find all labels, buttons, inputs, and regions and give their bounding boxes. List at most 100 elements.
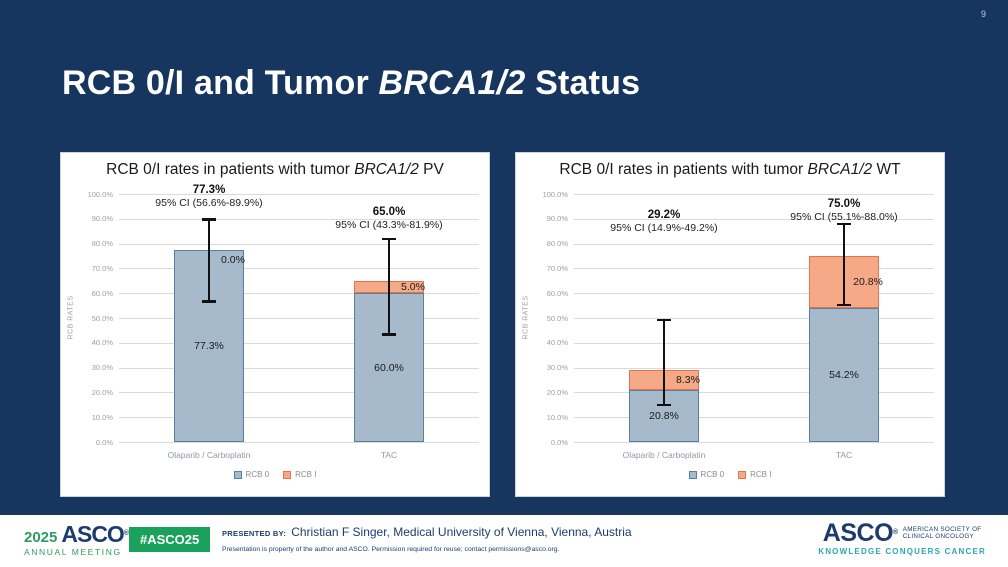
legend-label: RCB I [295,470,317,479]
bar-value-label: 8.3% [676,374,700,387]
slide-title-suffix: Status [525,64,641,102]
legend-item: RCB 0 [688,470,724,479]
chart-title-prefix: RCB 0/I rates in patients with tumor [559,161,808,178]
confidence-interval-label: 95% CI (14.9%-49.2%) [610,221,718,234]
confidence-interval-label: 95% CI (43.3%-81.9%) [335,219,443,232]
asco-society-logo: ASCO® AMERICAN SOCIETY OF CLINICAL ONCOL… [818,519,986,557]
page-number: 9 [980,9,986,19]
bar-value-label: 5.0% [401,281,425,293]
legend-label: RCB I [750,470,772,479]
gridline [119,342,479,344]
y-tick-label: 70.0% [91,263,113,273]
slide-title-gene: BRCA1/2 [378,64,526,102]
legend-label: RCB 0 [245,470,270,479]
confidence-interval-label: 95% CI (55.1%-88.0%) [790,210,898,223]
chart-title-pv: RCB 0/I rates in patients with tumor BRC… [61,161,489,179]
error-bar [388,238,390,335]
error-bar-cap [382,237,396,241]
disclaimer-text: Presentation is property of the author a… [222,546,560,553]
x-category-label: Olaparib / Carboplatin [622,450,706,460]
bar-value-label: 20.8% [853,275,883,288]
error-bar [208,219,210,302]
y-tick-label: 100.0% [87,189,113,199]
y-axis-title: RCB RATES [67,295,75,340]
meeting-org: ASCO® [61,521,129,547]
society-tagline: KNOWLEDGE CONQUERS CANCER [818,547,986,556]
gridline [119,268,479,270]
presented-by-label: PRESENTED BY: [222,529,287,538]
gridline [574,293,934,295]
error-bar-cap [837,303,851,307]
meeting-year: 2025 [24,529,58,546]
legend-swatch [688,470,697,479]
bar-value-label: 0.0% [221,254,245,267]
chart-title-gene: BRCA1/2 [807,161,873,178]
registered-mark: ® [893,529,898,536]
y-tick-label: 30.0% [91,363,113,373]
registered-mark: ® [123,530,129,537]
y-tick-label: 0.0% [95,437,113,447]
x-category-label: Olaparib / Carboplatin [167,450,251,460]
gridline [119,293,479,295]
gridline [119,442,479,443]
y-tick-label: 80.0% [91,239,113,249]
bar-value-label: 60.0% [374,361,404,374]
total-rate-label: 65.0% [372,206,406,219]
error-bar [843,223,845,306]
gridline [119,392,479,394]
y-tick-label: 70.0% [546,263,568,273]
y-tick-label: 60.0% [91,288,113,298]
error-bar [663,319,665,406]
legend-swatch [283,470,292,479]
chart-title-prefix: RCB 0/I rates in patients with tumor [106,161,355,178]
asco-annual-meeting-logo: 2025 ASCO® ANNUAL MEETING [24,521,129,558]
y-tick-label: 20.0% [546,387,568,397]
bar-segment-rcb0 [174,250,244,442]
footer: 2025 ASCO® ANNUAL MEETING #ASCO25 PRESEN… [0,515,1008,567]
x-category-label: TAC [380,450,398,460]
x-category-label: TAC [835,450,853,460]
total-rate-label: 29.2% [647,208,681,221]
total-rate-label: 77.3% [192,184,226,197]
gridline [119,318,479,319]
legend-item: RCB 0 [233,470,270,479]
meeting-subtitle: ANNUAL MEETING [24,547,122,557]
legend: RCB 0 RCB I [516,470,944,479]
chart-title-suffix: PV [418,161,444,178]
gridline [574,392,934,394]
legend-swatch [233,470,242,479]
gridline [574,442,934,443]
society-line1: AMERICAN SOCIETY OF [902,525,982,533]
error-bar-cap [202,300,216,303]
y-tick-label: 20.0% [91,387,113,397]
y-tick-label: 40.0% [546,338,568,348]
ci-annotation-block: 29.2% 95% CI (14.9%-49.2%) [564,209,764,235]
total-rate-label: 75.0% [827,197,861,210]
y-tick-label: 60.0% [546,288,568,298]
y-tick-label: 30.0% [546,363,568,373]
y-tick-label: 0.0% [550,437,568,447]
legend-swatch [738,470,747,479]
presenter-block: PRESENTED BY: Christian F Singer, Medica… [222,525,632,553]
bar-value-label: 77.3% [194,340,224,353]
hashtag-badge: #ASCO25 [129,527,211,552]
gridline [119,218,479,220]
ci-annotation-block: 65.0% 95% CI (43.3%-81.9%) [289,206,489,232]
gridline [574,243,934,245]
y-axis-title: RCB RATES [522,295,530,340]
society-org: ASCO® [822,519,898,547]
society-line2: CLINICAL ONCOLOGY [902,533,975,540]
slide-title: RCB 0/I and Tumor BRCA1/2 Status [62,64,640,103]
gridline [119,417,479,419]
y-tick-label: 50.0% [91,313,113,323]
legend: RCB 0 RCB I [61,470,489,479]
y-tick-label: 90.0% [546,214,568,224]
gridline [574,342,934,344]
gridline [574,318,934,319]
gridline [574,417,934,419]
legend-item: RCB I [738,470,771,479]
gridline [119,367,479,369]
chart-title-wt: RCB 0/I rates in patients with tumor BRC… [516,161,944,179]
chart-title-gene: BRCA1/2 [354,161,419,178]
